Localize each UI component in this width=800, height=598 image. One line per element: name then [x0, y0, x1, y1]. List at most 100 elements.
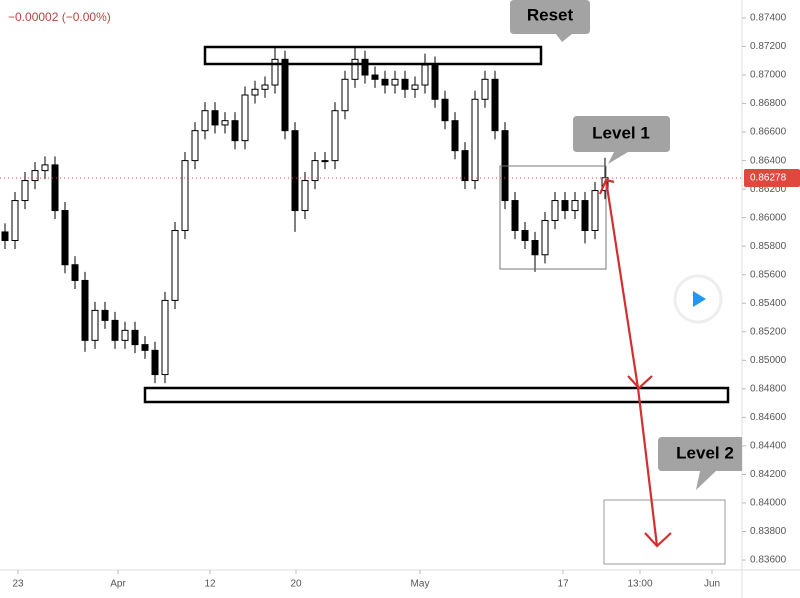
candle-body: [141, 344, 149, 351]
candle-body: [341, 78, 349, 112]
callout-bubble: [510, 0, 590, 42]
y-tick-label: 0.85600: [750, 269, 787, 280]
candle-body: [431, 64, 439, 100]
candle-body: [301, 180, 309, 212]
y-tick-label: 0.87200: [750, 41, 787, 52]
candle-body: [81, 279, 89, 341]
projection-arrow: [598, 178, 672, 548]
y-tick-label: 0.85800: [750, 241, 787, 252]
candle-body: [551, 200, 559, 222]
candle-body: [591, 190, 599, 232]
candle-body: [241, 94, 249, 142]
y-tick-label: 0.85200: [750, 326, 787, 337]
candle-body: [291, 130, 299, 212]
candle-body: [101, 309, 109, 321]
candle-body: [361, 58, 369, 76]
y-tick-label: 0.85000: [750, 355, 787, 366]
candle-body: [541, 220, 549, 256]
play-icon[interactable]: [693, 291, 706, 307]
callout-bubble: [658, 437, 742, 490]
y-tick-label: 0.86800: [750, 98, 787, 109]
change-label: −0.00002 (−0.00%): [8, 10, 111, 24]
callout-level1: Level 1: [573, 116, 670, 164]
arrow-segment: [604, 179, 640, 389]
y-tick-label: 0.86600: [750, 127, 787, 138]
candle-body: [491, 78, 499, 132]
candle-body: [321, 160, 329, 163]
callout-text: Level 2: [676, 443, 734, 462]
candle-body: [151, 349, 159, 376]
arrow-head: [598, 178, 615, 195]
candle-body: [401, 78, 409, 90]
candle-body: [511, 200, 519, 232]
candle-body: [411, 84, 419, 90]
reset-zone: [203, 45, 543, 66]
callout-text: Reset: [527, 5, 574, 24]
candle-body: [521, 230, 529, 241]
candle-body: [31, 170, 39, 182]
support-zone: [143, 386, 730, 404]
candle-body: [531, 239, 539, 256]
y-tick-label: 0.85400: [750, 298, 787, 309]
candle-body: [41, 164, 49, 172]
x-tick-label: 20: [290, 579, 302, 590]
arrow-head: [644, 532, 672, 548]
candle-body: [111, 319, 119, 341]
y-tick-label: 0.84000: [750, 498, 787, 509]
level2-box: [603, 499, 726, 565]
candle-body: [421, 64, 429, 86]
candle-body: [581, 200, 589, 232]
last-price-label: 0.86278: [750, 173, 787, 184]
callout-text: Level 1: [592, 123, 650, 142]
candle-body: [121, 329, 129, 341]
y-tick-label: 0.86000: [750, 212, 787, 223]
candle-body: [131, 329, 139, 346]
candle-body: [171, 230, 179, 301]
arrow-chevron: [627, 375, 653, 390]
candle-body: [11, 200, 19, 241]
candle-body: [231, 120, 239, 142]
y-tick-label: 0.87000: [750, 70, 787, 81]
x-tick-label: May: [411, 579, 430, 590]
candle-body: [471, 98, 479, 182]
callout-bubble: [573, 116, 670, 164]
candle-body: [281, 58, 289, 132]
play-button[interactable]: [673, 274, 723, 324]
candle-body: [271, 58, 279, 86]
y-tick-label: 0.84600: [750, 412, 787, 423]
candle-body: [161, 299, 169, 376]
candle-body: [561, 200, 569, 212]
candle-body: [21, 180, 29, 202]
candle-body: [371, 74, 379, 80]
candle-body: [481, 78, 489, 100]
candle-body: [441, 98, 449, 122]
candle-body: [451, 120, 459, 152]
candle-body: [71, 264, 79, 281]
x-tick-label: Apr: [110, 579, 126, 590]
y-tick-label: 0.84200: [750, 469, 787, 480]
x-tick-label: 12: [204, 579, 216, 590]
candle-body: [311, 160, 319, 182]
callout-level2: Level 2: [658, 437, 742, 490]
y-tick-label: 0.84800: [750, 383, 787, 394]
candle-body: [51, 164, 59, 212]
candle-body: [251, 88, 259, 96]
y-tick-label: 0.86200: [750, 184, 787, 195]
last-price-box: [744, 169, 800, 188]
candle-body: [211, 110, 219, 126]
x-tick-label: 17: [557, 579, 569, 590]
candle-body: [381, 78, 389, 86]
candle-body: [571, 200, 579, 212]
candle-body: [191, 130, 199, 162]
x-tick-label: Jun: [704, 579, 720, 590]
candle-body: [331, 110, 339, 162]
candle-body: [61, 210, 69, 266]
candle-body: [181, 160, 189, 232]
x-tick-label: 13:00: [627, 579, 652, 590]
candle-body: [461, 150, 469, 182]
candle-body: [391, 78, 399, 86]
y-tick-label: 0.86400: [750, 155, 787, 166]
